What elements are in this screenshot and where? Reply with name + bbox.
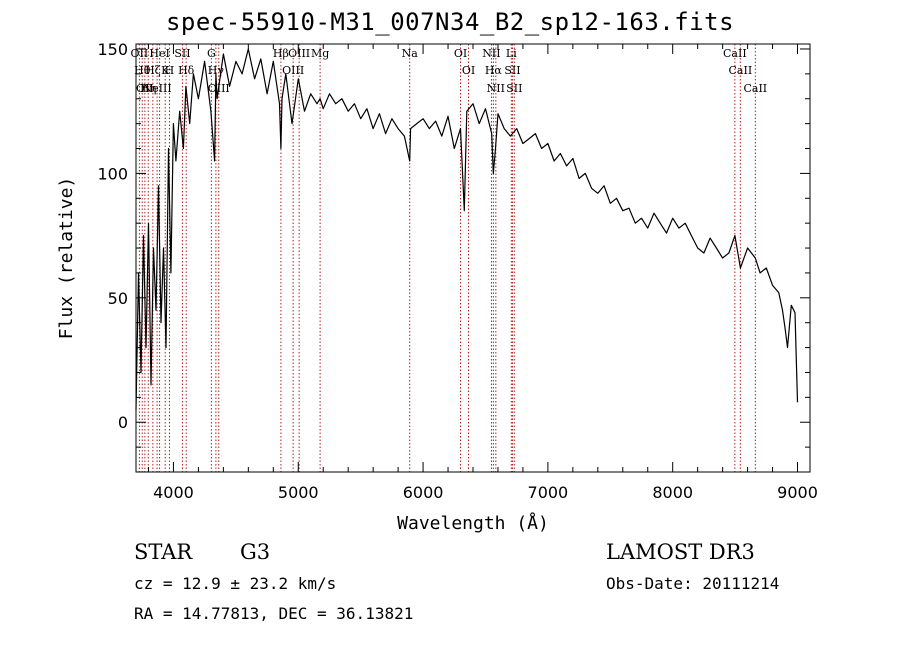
- line-marker-label-23: NII: [487, 82, 505, 95]
- redshift-velocity: cz = 12.9 ± 23.2 km/s: [134, 574, 337, 593]
- x-tick-label-4: 8000: [652, 483, 693, 502]
- x-tick-label-0: 4000: [153, 483, 194, 502]
- chart-title: spec-55910-M31_007N34_B2_sp12-163.fits: [165, 8, 735, 36]
- object-subclass: G3: [240, 540, 271, 564]
- line-marker-label-24: Li: [506, 47, 517, 60]
- y-tick-label-2: 100: [97, 164, 128, 183]
- line-marker-label-16: OIII: [288, 47, 310, 60]
- line-marker-label-4: Hζ: [145, 64, 161, 77]
- spectrum-line: [135, 48, 799, 410]
- line-marker-label-0: OII: [131, 47, 149, 60]
- line-marker-label-2: OII: [136, 82, 154, 95]
- x-tick-label-3: 7000: [528, 483, 569, 502]
- y-tick-label-0: 0: [118, 413, 128, 432]
- observation-date: Obs-Date: 20111214: [606, 574, 780, 593]
- line-marker-label-11: G: [207, 47, 216, 60]
- line-marker-label-9: SII: [174, 47, 190, 60]
- line-marker-label-27: CaII: [723, 47, 747, 60]
- line-marker-label-14: Hβ: [273, 47, 289, 60]
- x-tick-label-5: 9000: [777, 483, 818, 502]
- line-marker-label-18: Na: [402, 47, 419, 60]
- survey-name: LAMOST DR3: [606, 540, 755, 564]
- x-tick-label-2: 6000: [403, 483, 444, 502]
- line-marker-label-29: CaII: [743, 82, 767, 95]
- line-marker-label-8: H: [165, 64, 175, 77]
- line-marker-label-5: NeIII: [143, 82, 172, 95]
- x-tick-label-1: 5000: [278, 483, 319, 502]
- sky-coordinates: RA = 14.77813, DEC = 36.13821: [134, 604, 414, 623]
- y-tick-label-1: 50: [108, 289, 128, 308]
- y-tick-label-3: 150: [97, 40, 128, 59]
- line-marker-label-21: NII: [482, 47, 500, 60]
- line-marker-label-17: Mg: [311, 47, 329, 60]
- line-marker-label-15: OIII: [282, 64, 304, 77]
- line-marker-label-6: HeI: [149, 47, 169, 60]
- plot-frame: [135, 43, 811, 473]
- line-marker-label-25: SII: [504, 64, 520, 77]
- line-marker-label-10: Hδ: [178, 64, 195, 77]
- line-marker-label-20: OI: [462, 64, 475, 77]
- line-marker-label-22: Hα: [485, 64, 503, 77]
- line-marker-label-19: OI: [454, 47, 467, 60]
- line-marker-label-28: CaII: [729, 64, 753, 77]
- line-marker-label-3: Hη: [140, 82, 156, 95]
- line-marker-label-7: K: [161, 64, 170, 77]
- x-axis-label: Wavelength (Å): [397, 512, 549, 534]
- line-marker-label-26: SII: [506, 82, 522, 95]
- y-axis-label: Flux (relative): [56, 177, 77, 340]
- object-class: STAR: [134, 540, 193, 564]
